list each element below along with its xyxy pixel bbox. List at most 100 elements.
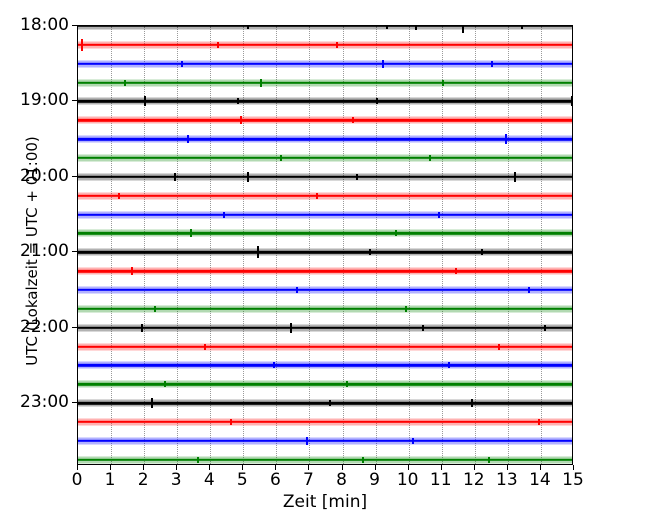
- trace-spike: [236, 98, 239, 105]
- x-tick-label: 11: [429, 470, 452, 490]
- trace-spike: [405, 305, 408, 312]
- gridline-vertical: [309, 26, 311, 464]
- y-tick-mark: [72, 251, 77, 253]
- trace-spike: [544, 324, 547, 331]
- x-tick-label: 3: [170, 470, 182, 490]
- y-tick-label: 21:00: [20, 241, 69, 262]
- y-tick-mark: [72, 100, 77, 102]
- trace-spike: [187, 135, 190, 144]
- trace-spike: [411, 437, 414, 444]
- x-tick-mark: [539, 465, 541, 470]
- trace-spike: [537, 419, 540, 426]
- x-tick-label: 15: [562, 470, 584, 490]
- gridline-vertical: [342, 26, 344, 464]
- trace-spike: [81, 38, 84, 51]
- x-tick-label: 0: [71, 470, 83, 490]
- trace-spike: [130, 267, 133, 276]
- trace-noise-band: [78, 26, 572, 30]
- trace-spike: [240, 116, 243, 125]
- x-tick-mark: [275, 465, 277, 470]
- x-tick-label: 5: [236, 470, 248, 490]
- trace-baseline: [78, 383, 572, 386]
- trace-baseline: [78, 364, 572, 367]
- trace-spike: [481, 249, 484, 256]
- trace-spike: [329, 400, 332, 407]
- trace-spike: [345, 381, 348, 388]
- x-tick-label: 12: [462, 470, 485, 490]
- trace-spike: [497, 343, 500, 350]
- x-tick-label: 4: [203, 470, 215, 490]
- trace-baseline: [78, 81, 572, 84]
- trace-baseline: [78, 156, 572, 160]
- y-tick-mark: [72, 175, 77, 177]
- trace-baseline: [78, 307, 572, 311]
- trace-baseline: [78, 119, 572, 122]
- trace-spike: [527, 287, 530, 293]
- y-tick-label: 20:00: [20, 165, 69, 186]
- trace-baseline: [78, 458, 572, 461]
- trace-spike: [395, 230, 398, 237]
- trace-spike: [461, 26, 464, 33]
- x-tick-label: 10: [396, 470, 419, 490]
- trace-spike: [438, 211, 441, 218]
- gridline-vertical: [408, 26, 410, 464]
- trace-baseline: [78, 62, 572, 65]
- x-tick-mark: [374, 465, 376, 470]
- trace-spike: [216, 41, 219, 48]
- x-tick-mark: [341, 465, 343, 470]
- trace-spike: [197, 456, 200, 463]
- trace-baseline: [78, 137, 572, 141]
- x-tick-label: 2: [137, 470, 149, 490]
- gridline-vertical: [276, 26, 278, 464]
- trace-baseline: [78, 420, 572, 424]
- trace-spike: [385, 26, 388, 29]
- gridline-vertical: [177, 26, 179, 464]
- trace-spike: [352, 117, 355, 124]
- trace-spike: [256, 246, 259, 259]
- gridline-vertical: [375, 26, 377, 464]
- x-tick-mark: [407, 465, 409, 470]
- trace-spike: [296, 287, 299, 293]
- trace-baseline: [78, 213, 572, 216]
- gridline-vertical: [540, 26, 542, 464]
- y-tick-label: 18:00: [20, 15, 69, 35]
- trace-spike: [306, 436, 309, 445]
- gridline-vertical: [243, 26, 245, 464]
- trace-spike: [521, 26, 524, 29]
- x-tick-mark: [242, 465, 244, 470]
- trace-baseline: [78, 288, 572, 292]
- x-tick-mark: [143, 465, 145, 470]
- x-tick-label: 1: [104, 470, 116, 490]
- trace-spike: [124, 79, 127, 86]
- x-axis-label: Zeit [min]: [282, 492, 368, 512]
- trace-spike: [140, 323, 143, 332]
- y-tick-mark: [72, 402, 77, 404]
- trace-spike: [273, 362, 276, 369]
- trace-spike: [375, 98, 378, 105]
- trace-spike: [504, 134, 507, 145]
- x-tick-mark: [110, 465, 112, 470]
- gridline-vertical: [474, 26, 476, 464]
- trace-spike: [441, 79, 444, 86]
- x-tick-label: 7: [303, 470, 314, 490]
- trace-baseline: [78, 194, 572, 197]
- x-tick-mark: [440, 465, 442, 470]
- trace-spike: [421, 324, 424, 331]
- trace-spike: [223, 211, 226, 218]
- trace-spike: [448, 362, 451, 369]
- trace-spike: [144, 96, 147, 107]
- x-tick-label: 6: [269, 470, 281, 490]
- trace-baseline: [78, 401, 572, 405]
- trace-baseline: [78, 251, 572, 254]
- trace-baseline: [78, 175, 572, 179]
- x-tick-mark: [308, 465, 310, 470]
- x-tick-mark: [506, 465, 508, 470]
- trace-baseline: [78, 269, 572, 273]
- trace-spike: [454, 268, 457, 275]
- trace-spike: [471, 399, 474, 408]
- x-tick-label: 8: [336, 470, 347, 490]
- trace-spike: [488, 456, 491, 463]
- plot-area: [77, 25, 573, 465]
- trace-spike: [279, 155, 282, 161]
- trace-spike: [368, 249, 371, 256]
